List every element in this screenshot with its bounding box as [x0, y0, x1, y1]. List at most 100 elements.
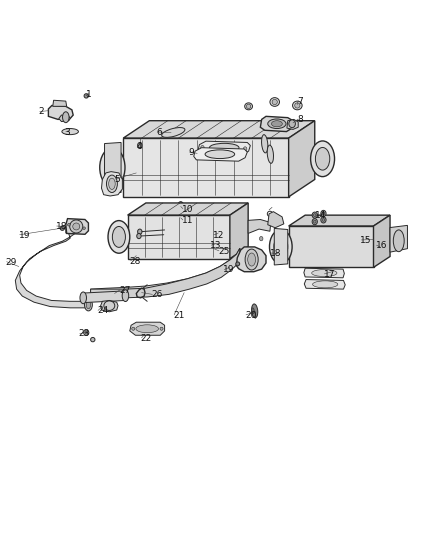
- Text: 2: 2: [39, 108, 44, 117]
- Ellipse shape: [247, 104, 251, 109]
- Ellipse shape: [106, 175, 117, 192]
- Text: 26: 26: [152, 290, 163, 300]
- Polygon shape: [287, 119, 298, 130]
- Ellipse shape: [85, 298, 92, 311]
- Text: 17: 17: [323, 270, 335, 279]
- Ellipse shape: [245, 249, 258, 270]
- Polygon shape: [123, 120, 315, 138]
- Ellipse shape: [244, 147, 247, 151]
- Text: 14: 14: [315, 211, 326, 220]
- Polygon shape: [130, 322, 165, 335]
- Ellipse shape: [60, 226, 64, 230]
- Text: 20: 20: [245, 311, 257, 320]
- Text: 25: 25: [218, 247, 230, 256]
- Ellipse shape: [86, 301, 91, 309]
- Ellipse shape: [311, 141, 335, 176]
- Polygon shape: [123, 138, 289, 197]
- Text: 10: 10: [182, 205, 194, 214]
- Ellipse shape: [100, 148, 125, 187]
- Ellipse shape: [91, 337, 95, 342]
- Ellipse shape: [322, 212, 325, 215]
- Text: 5: 5: [115, 175, 120, 184]
- Ellipse shape: [201, 146, 204, 150]
- Ellipse shape: [267, 145, 273, 163]
- Ellipse shape: [245, 103, 253, 110]
- Text: 19: 19: [223, 265, 235, 274]
- Ellipse shape: [236, 262, 240, 266]
- Polygon shape: [127, 203, 248, 215]
- Ellipse shape: [312, 270, 337, 277]
- Polygon shape: [127, 215, 230, 259]
- Text: 18: 18: [270, 249, 282, 258]
- Polygon shape: [268, 212, 284, 228]
- Ellipse shape: [268, 119, 286, 128]
- Text: 19: 19: [19, 231, 30, 240]
- Ellipse shape: [272, 120, 283, 127]
- Ellipse shape: [136, 325, 159, 333]
- Polygon shape: [260, 116, 293, 132]
- Polygon shape: [102, 172, 122, 196]
- Ellipse shape: [70, 220, 83, 233]
- Text: 23: 23: [79, 329, 90, 338]
- Polygon shape: [230, 203, 248, 259]
- Ellipse shape: [393, 230, 404, 252]
- Polygon shape: [48, 106, 73, 119]
- Ellipse shape: [122, 290, 129, 302]
- Ellipse shape: [108, 221, 130, 253]
- Ellipse shape: [314, 214, 316, 217]
- Text: 15: 15: [360, 236, 372, 245]
- Polygon shape: [15, 227, 91, 308]
- Text: 27: 27: [119, 286, 130, 295]
- Text: 18: 18: [56, 222, 67, 231]
- Ellipse shape: [289, 120, 295, 128]
- Polygon shape: [101, 301, 118, 312]
- Text: 3: 3: [64, 128, 70, 137]
- Ellipse shape: [109, 178, 115, 189]
- Ellipse shape: [84, 330, 89, 335]
- Polygon shape: [304, 268, 344, 278]
- Ellipse shape: [67, 223, 70, 226]
- Ellipse shape: [259, 237, 263, 241]
- Ellipse shape: [62, 128, 78, 135]
- Polygon shape: [248, 220, 271, 233]
- Text: 7: 7: [297, 96, 303, 106]
- Polygon shape: [289, 226, 374, 268]
- Polygon shape: [374, 215, 390, 268]
- Polygon shape: [59, 115, 70, 122]
- Ellipse shape: [137, 233, 141, 239]
- Ellipse shape: [138, 229, 142, 235]
- Ellipse shape: [162, 127, 185, 138]
- Ellipse shape: [312, 212, 318, 218]
- Polygon shape: [390, 225, 407, 252]
- Ellipse shape: [83, 227, 85, 230]
- Polygon shape: [91, 248, 240, 296]
- Polygon shape: [83, 291, 125, 303]
- Polygon shape: [53, 100, 67, 107]
- Ellipse shape: [160, 327, 163, 330]
- Polygon shape: [66, 219, 88, 235]
- Text: 11: 11: [182, 216, 194, 225]
- Text: 6: 6: [156, 128, 162, 137]
- Text: 1: 1: [86, 90, 92, 99]
- Ellipse shape: [84, 94, 88, 98]
- Text: 12: 12: [212, 231, 224, 240]
- Ellipse shape: [251, 308, 254, 314]
- Text: 13: 13: [210, 241, 222, 250]
- Ellipse shape: [85, 332, 88, 334]
- Text: 24: 24: [97, 306, 108, 316]
- Text: 8: 8: [297, 115, 303, 124]
- Ellipse shape: [269, 230, 292, 264]
- Ellipse shape: [105, 155, 120, 180]
- Ellipse shape: [270, 98, 279, 107]
- Text: 21: 21: [173, 311, 185, 320]
- Ellipse shape: [314, 220, 316, 223]
- Ellipse shape: [177, 201, 184, 211]
- Ellipse shape: [113, 227, 125, 247]
- Ellipse shape: [312, 219, 318, 225]
- Polygon shape: [274, 229, 288, 265]
- Polygon shape: [194, 148, 247, 161]
- Polygon shape: [91, 248, 240, 298]
- Ellipse shape: [322, 219, 325, 221]
- Ellipse shape: [295, 103, 300, 108]
- Polygon shape: [237, 247, 266, 272]
